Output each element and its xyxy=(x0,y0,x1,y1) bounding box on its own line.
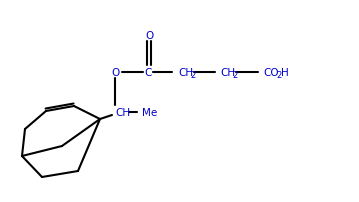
Text: 2: 2 xyxy=(190,71,195,80)
Text: H: H xyxy=(281,68,289,78)
Text: Me: Me xyxy=(142,107,157,117)
Text: O: O xyxy=(145,31,153,41)
Text: 2: 2 xyxy=(232,71,237,80)
Text: CH: CH xyxy=(115,107,130,117)
Text: C: C xyxy=(144,68,152,78)
Text: O: O xyxy=(111,68,119,78)
Text: CH: CH xyxy=(178,68,193,78)
Text: CH: CH xyxy=(220,68,235,78)
Text: CO: CO xyxy=(263,68,279,78)
Text: 2: 2 xyxy=(276,71,281,80)
